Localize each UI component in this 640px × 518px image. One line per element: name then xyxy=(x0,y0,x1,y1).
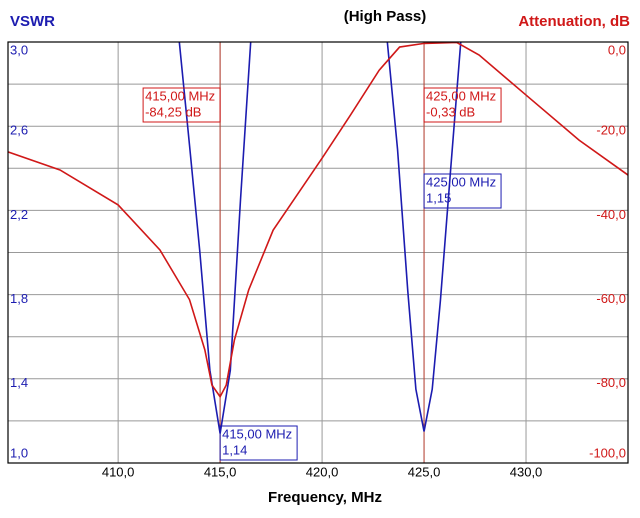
chart-title: (High Pass) xyxy=(344,8,427,25)
annotation-freq: 415,00 MHz xyxy=(222,426,292,441)
plot-border xyxy=(7,41,629,464)
annotation-value: 1,15 xyxy=(426,190,451,205)
y-tick-label: 1,8 xyxy=(10,291,28,306)
y2-tick-label: -20,0 xyxy=(596,123,626,138)
annotation-freq: 425,00 MHz xyxy=(426,174,496,189)
y-tick-label: 1,4 xyxy=(10,375,28,390)
annotation-value: 1,14 xyxy=(222,442,247,457)
y-tick-label: 2,6 xyxy=(10,123,28,138)
y-tick-label: 3,0 xyxy=(10,42,28,57)
y-tick-label: 1,0 xyxy=(10,445,28,460)
x-tick-label: 410,0 xyxy=(102,464,135,479)
y-tick-label: 2,2 xyxy=(10,207,28,222)
annotation-box xyxy=(219,425,298,461)
y2-tick-label: -80,0 xyxy=(596,375,626,390)
y2-tick-label: -40,0 xyxy=(596,207,626,222)
x-tick-label: 425,0 xyxy=(408,464,441,479)
x-axis-title: Frequency, MHz xyxy=(268,489,382,506)
y2-axis-title: Attenuation, dB xyxy=(518,13,630,30)
annotation-box xyxy=(142,87,221,123)
y2-tick-label: -100,0 xyxy=(589,445,626,460)
x-tick-label: 415,0 xyxy=(204,464,237,479)
y2-tick-label: 0,0 xyxy=(608,42,626,57)
x-tick-label: 430,0 xyxy=(510,464,543,479)
series-line xyxy=(8,42,628,399)
x-tick-label: 420,0 xyxy=(306,464,339,479)
annotation-freq: 425,00 MHz xyxy=(426,88,496,103)
annotation-box xyxy=(423,173,502,209)
annotation-value: -0,33 dB xyxy=(426,104,475,119)
series-line xyxy=(178,42,462,434)
y-axis-title: VSWR xyxy=(10,13,55,30)
plot-lines xyxy=(8,42,628,434)
y2-tick-label: -60,0 xyxy=(596,291,626,306)
annotation-freq: 415,00 MHz xyxy=(145,88,215,103)
annotation-box xyxy=(423,87,502,123)
annotation-value: -84,25 dB xyxy=(145,104,201,119)
